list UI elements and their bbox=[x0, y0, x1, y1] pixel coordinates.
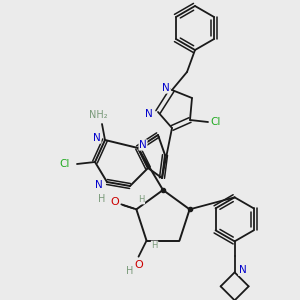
Text: O: O bbox=[110, 197, 119, 207]
Text: H: H bbox=[126, 266, 133, 276]
Text: O: O bbox=[134, 260, 143, 270]
Text: N: N bbox=[239, 265, 247, 275]
Text: NH₂: NH₂ bbox=[89, 110, 107, 120]
Text: H: H bbox=[152, 241, 158, 250]
Text: H: H bbox=[138, 195, 145, 204]
Text: N: N bbox=[145, 109, 153, 119]
Text: H: H bbox=[98, 194, 105, 204]
Text: N: N bbox=[93, 133, 101, 143]
Text: N: N bbox=[162, 83, 170, 93]
Text: N: N bbox=[139, 140, 147, 150]
Text: N: N bbox=[95, 180, 103, 190]
Text: Cl: Cl bbox=[211, 117, 221, 127]
Text: Cl: Cl bbox=[60, 159, 70, 169]
